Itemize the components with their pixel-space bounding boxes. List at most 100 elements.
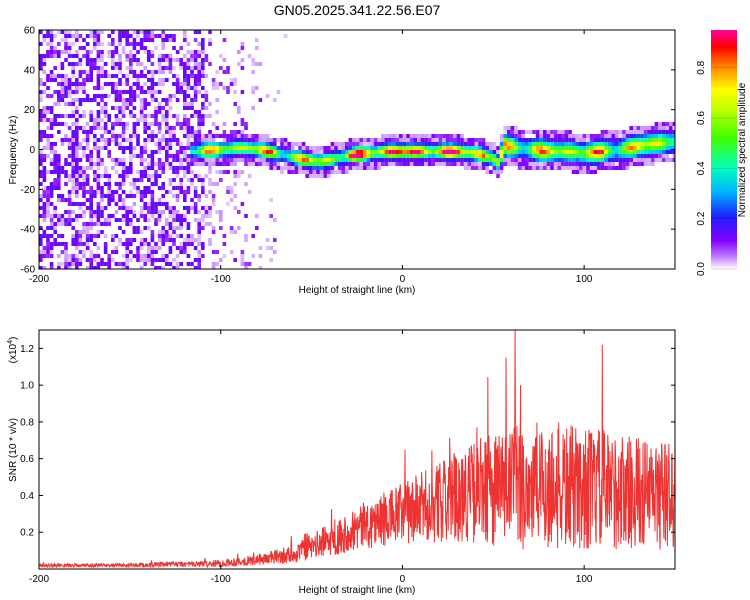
spectrogram-cell [535,130,540,134]
spectrogram-cell [654,150,659,154]
spectrogram-cell [64,218,68,222]
spectrogram-cell [438,154,443,158]
spectrogram-cell [521,162,525,166]
spectrogram-cell [219,258,223,262]
spectrogram-cell [121,126,126,130]
spectrogram-cell [525,166,529,170]
spectrogram-cell [150,154,155,158]
spectrogram-cell [147,186,151,190]
spectrogram-cell [240,130,245,134]
spectrogram-cell [643,126,648,130]
spectrogram-cell [175,262,180,266]
spectrogram-cell [521,154,525,158]
spectrogram-cell [251,154,255,158]
spectrogram-cell [294,170,299,174]
spectrogram-cell [291,158,295,162]
spectrogram-cell [143,146,147,150]
spectrogram-cell [597,162,601,166]
spectrogram-cell [125,122,129,126]
spectrogram-cell [233,134,237,138]
spectrogram-cell [118,70,122,74]
spectrogram-cell [42,58,47,62]
spectrogram-cell [579,162,583,166]
spectrogram-cell [154,174,158,178]
spectrogram-cell [521,146,525,150]
spectrogram-cell [456,150,461,154]
spectrogram-cell [49,182,54,186]
snr-panel: -200 -100 0 100 0.20.40.60.81.01.2 Height o… [7,329,676,596]
spectrogram-cell [611,142,615,146]
spectrogram-cell [496,174,500,178]
spectrogram-cell [75,98,79,102]
spectrogram-cell [132,94,137,98]
spectrogram-cell [186,238,191,242]
spectrogram-cell [96,166,101,170]
spectrogram-cell [409,150,414,154]
spectrogram-cell [647,150,651,154]
spectrogram-cell [39,238,43,242]
spectrogram-cell [139,258,144,262]
spectrogram-cell [301,142,306,146]
spectrogram-cell [319,146,324,150]
spectrogram-cell [75,182,79,186]
spectrogram-cell [222,142,227,146]
spectrogram-cell [89,50,93,54]
spectrogram-cell [107,218,111,222]
spectrogram-cell [633,154,637,158]
spectrogram-cell [129,134,133,138]
spectrogram-cell [46,234,50,238]
spectrogram-cell [539,134,543,138]
spectrogram-cell [651,150,655,154]
spectrogram-cell [39,158,43,162]
spectrogram-cell [208,142,212,146]
spectrogram-cell [471,158,475,162]
spectrogram-cell [517,158,522,162]
spectrogram-cell [647,162,651,166]
spectrogram-cell [204,214,209,218]
spectrogram-cell [42,158,47,162]
spectrogram-cell [514,150,518,154]
spectrogram-cell [71,202,75,206]
spectrogram-cell [175,82,180,86]
spectrogram-cell [82,226,86,230]
spectrogram-cell [161,114,165,118]
spectrogram-cell [550,162,554,166]
spectrogram-cell [85,206,90,210]
spectrogram-cell [553,154,558,158]
spectrogram-cell [651,146,655,150]
spectrogram-cell [391,134,396,138]
spectrogram-cell [215,182,219,186]
spectrogram-cell [643,162,648,166]
spectrogram-cell [96,186,101,190]
spectrogram-cell [57,54,61,58]
spectrogram-cell [499,154,504,158]
spectrogram-cell [67,102,72,106]
spectrogram-cell [348,146,353,150]
spectrogram-cell [381,154,385,158]
spectrogram-cell [118,198,122,202]
spectrogram-cell [118,30,122,34]
spectrogram-cell [42,246,47,250]
spectrogram-cell [96,178,101,182]
spectrogram-cell [114,234,119,238]
spectrogram-cell [93,38,97,42]
spectrogram-cell [233,142,237,146]
spectrogram-cell [186,154,191,158]
spectrogram-cell [381,150,385,154]
spectrogram-cell [381,134,385,138]
spectrogram-cell [118,106,122,110]
spectrogram-cell [96,262,101,266]
spectrogram-cell [46,74,50,78]
spectrogram-cell [546,130,551,134]
spectrogram-cell [172,130,176,134]
spectrogram-cell [100,30,104,34]
spectrogram-cell [57,90,61,94]
spectrogram-cell [93,134,97,138]
spectrogram-cell [136,142,140,146]
spectrogram-cell [233,230,237,234]
spectrogram-cell [129,62,133,66]
spectrogram-cell [89,162,93,166]
spectrogram-cell [352,150,356,154]
spectrogram-cell [294,158,299,162]
spectrogram-cell [71,74,75,78]
